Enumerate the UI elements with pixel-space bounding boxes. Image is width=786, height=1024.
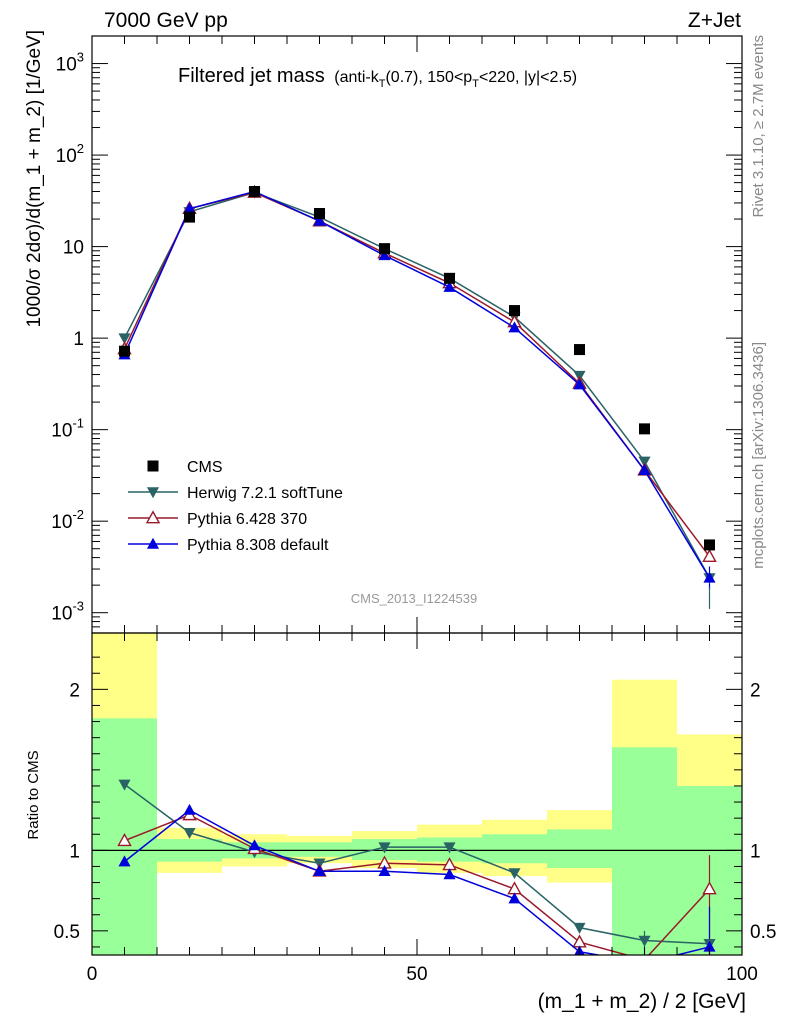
mcplots-label: mcplots.cern.ch [arXiv:1306.3436] — [750, 342, 767, 569]
y-tick-exp: 3 — [77, 50, 84, 65]
y-tick-base: 10 — [51, 512, 72, 533]
ratio-point — [703, 940, 716, 952]
x-tick-label: 100 — [726, 964, 758, 985]
ratio-point — [508, 892, 521, 904]
y-tick-label: 1 — [73, 329, 84, 350]
ratio-point — [508, 868, 521, 880]
ratio-point — [183, 827, 196, 839]
main-point — [702, 548, 717, 563]
process-label: Z+Jet — [688, 9, 741, 32]
y-tick-label: 10-1 — [51, 416, 84, 442]
main-line-triangle-down — [123, 191, 711, 579]
rivet-label: Rivet 3.1.10, ≥ 2.7M events — [750, 35, 767, 218]
ratio-point — [638, 935, 651, 947]
y-axis-label: 1000/σ 2dσ)/d(m_1 + m_2) [1/GeV] — [24, 30, 45, 328]
ratio-point — [118, 779, 131, 791]
legend-marker — [146, 487, 160, 499]
analysis-label: CMS_2013_I1224539 — [351, 591, 478, 606]
ratio-band-green — [612, 747, 677, 955]
ratio-point — [443, 868, 456, 880]
y-tick-label: 102 — [56, 141, 84, 167]
legend-marker — [146, 537, 160, 549]
x-tick-label: 50 — [406, 964, 427, 985]
legend-label: Pythia 8.308 default — [187, 537, 329, 554]
plot-title: Filtered jet mass (anti-kT(0.7), 150<pT<… — [178, 65, 577, 90]
ratio-uncertainty-bands — [92, 633, 742, 955]
y-tick-label: 10-2 — [51, 507, 84, 533]
data-point — [314, 207, 325, 219]
ratio-tick-label-right: 2 — [750, 680, 761, 701]
main-point — [638, 463, 651, 475]
legend-label: CMS — [187, 459, 223, 476]
ratio-panel-series — [117, 779, 717, 955]
ratio-point — [378, 842, 391, 854]
main-point — [508, 321, 521, 333]
data-point — [574, 344, 585, 356]
y-tick-base: 10 — [56, 146, 77, 167]
main-point — [638, 456, 651, 468]
ratio-point — [183, 803, 196, 815]
y-tick-exp: -3 — [72, 599, 84, 614]
plot-title-main: Filtered jet mass — [178, 65, 325, 87]
main-point — [313, 214, 326, 226]
ratio-tick-label-right: 1 — [750, 841, 761, 862]
ratio-tick-label: 0.5 — [54, 922, 80, 943]
legend-marker — [145, 510, 161, 524]
main-line-triangle — [123, 190, 711, 579]
ratio-tick-label: 1 — [69, 841, 80, 862]
ratio-band-green — [482, 834, 547, 864]
y-tick-exp: 2 — [77, 141, 84, 156]
ratio-band-green — [287, 842, 352, 857]
main-point — [183, 202, 196, 214]
beam-label: 7000 GeV pp — [104, 9, 228, 32]
data-point — [639, 423, 650, 435]
y-tick-exp: -2 — [72, 507, 84, 522]
main-panel-series — [117, 184, 717, 609]
main-point — [703, 571, 716, 583]
data-point — [184, 211, 195, 223]
ratio-point — [117, 832, 132, 847]
legend: CMS Herwig 7.2.1 softTune Pythia 6.428 370… — [128, 459, 343, 554]
x-tick-label: 0 — [87, 964, 98, 985]
legend-label: Pythia 6.428 370 — [187, 511, 307, 528]
ratio-point — [313, 865, 326, 876]
data-point — [444, 272, 455, 284]
ratio-band-green — [547, 829, 612, 869]
x-axis-label: (m_1 + m_2) / 2 [GeV] — [538, 990, 746, 1013]
y-tick-label: 10 — [63, 238, 84, 259]
data-point — [119, 345, 130, 357]
legend-label: Herwig 7.2.1 softTune — [187, 485, 343, 502]
y-tick-base: 10 — [51, 604, 72, 625]
main-point — [118, 333, 131, 345]
legend-marker — [147, 460, 159, 472]
ratio-y-axis-label: Ratio to CMS — [25, 750, 42, 839]
data-point — [249, 185, 260, 197]
ratio-tick-label-right: 0.5 — [750, 922, 776, 943]
plot-title-subtitle: (anti-kT(0.7), 150<pT<220, |y|<2.5) — [334, 69, 577, 90]
ratio-line-triangle-down — [124, 783, 710, 945]
ratio-point — [248, 839, 261, 851]
ratio-series-clipped — [117, 779, 717, 955]
ratio-point — [572, 934, 587, 948]
ratio-tick-label: 2 — [69, 680, 80, 701]
ratio-point — [702, 881, 717, 895]
data-point — [509, 305, 520, 317]
ratio-point — [378, 865, 391, 876]
y-tick-base: 10 — [56, 55, 77, 76]
y-tick-label: 103 — [56, 50, 84, 76]
data-point — [704, 539, 715, 551]
y-tick-label: 10-3 — [51, 599, 84, 625]
main-point — [443, 280, 456, 292]
data-point — [379, 243, 390, 255]
main-point — [573, 378, 586, 390]
ratio-line-triangle — [124, 809, 710, 955]
y-tick-base: 10 — [51, 421, 72, 442]
ratio-point — [118, 855, 131, 867]
ratio-point — [573, 922, 586, 934]
main-point — [378, 249, 391, 261]
ratio-point — [443, 842, 456, 854]
y-tick-exp: -1 — [72, 416, 84, 431]
